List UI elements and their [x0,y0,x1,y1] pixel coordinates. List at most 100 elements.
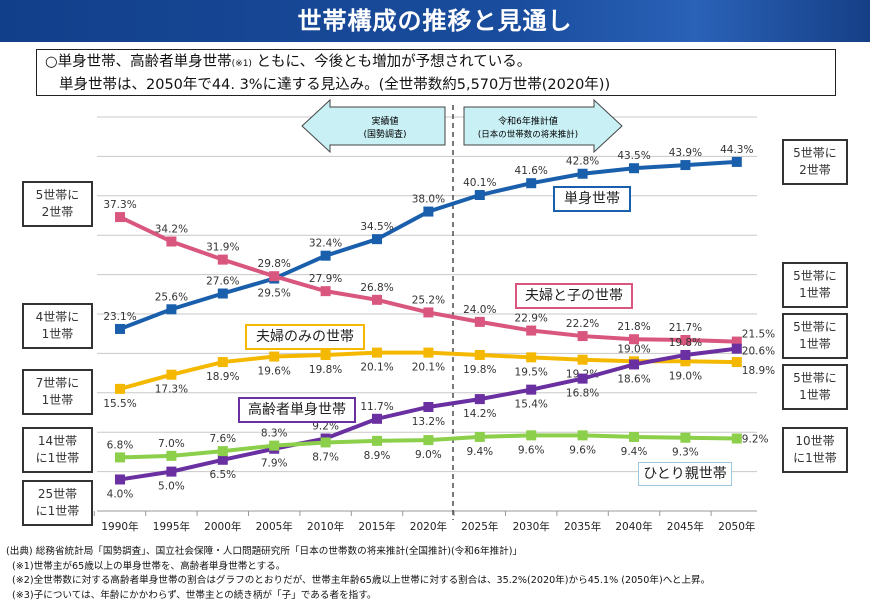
x-tick-label: 2035年 [564,520,601,533]
data-label: 27.9% [309,273,342,285]
data-point [629,356,639,367]
left-callout-couple-children: 5世帯に 2世帯 [22,181,93,227]
page-title: 世帯構成の推移と見通し [297,7,573,35]
data-label: 19.2% [566,369,599,381]
series-label-single: 単身世帯 [553,186,631,212]
data-point [680,349,691,360]
data-point [526,325,537,336]
data-label: 7.9% [261,458,288,470]
projection-arrow: 令和6年推計値 (日本の世帯数の将来推計) [463,98,623,154]
data-point [372,294,382,305]
data-point [680,335,691,346]
left-callout-single: 4世帯に 1世帯 [22,303,93,349]
data-label: 13.2% [412,416,445,428]
x-tick-label: 2000年 [204,520,241,533]
data-point [217,254,228,265]
data-label: 7.6% [209,433,236,445]
data-point [269,271,280,282]
x-tick-label: 2010年 [307,520,344,533]
series-line [119,350,737,391]
data-point [680,160,691,171]
series-label-couple-only: 夫婦のみの世帯 [245,324,365,350]
data-point [166,450,177,461]
data-point [115,383,125,394]
data-label: 9.2% [742,434,769,446]
right-callout-elderly-single: 5世帯に 1世帯 [782,313,848,359]
data-label: 34.5% [360,221,393,233]
x-tick-label: 2005年 [256,520,293,533]
data-label: 40.1% [463,177,496,189]
x-tick-label: 2045年 [667,520,704,533]
data-point [577,373,588,384]
data-point [423,347,434,358]
note-3: (※3)子については、年齢にかかわらず、世帯主との続き柄が「子」である者を指す。 [12,589,377,601]
note-1: (※1)世帯主が65歳以上の単身世帯を、高齢者単身世帯とする。 [12,560,286,572]
data-label: 22.9% [515,313,548,325]
data-point [731,357,742,368]
data-label: 6.5% [209,469,236,481]
x-tick-label: 2020年 [410,520,447,533]
series-line [119,346,738,482]
data-point [166,466,177,477]
data-point [372,347,382,358]
right-callout-couple-children: 5世帯に 1世帯 [782,262,848,308]
data-point [320,437,331,448]
data-point [217,288,228,299]
data-label: 29.5% [258,288,291,300]
data-point [577,168,588,179]
data-point [526,384,537,395]
data-label: 9.0% [415,449,442,461]
data-point [423,307,434,318]
data-label: 9.6% [518,444,545,456]
series-1: 37.3% 34.2% 31.9% 29.8% 27.9% 26.8% 25.2% 24.0%… [103,199,775,347]
data-label: 21.5% [742,329,775,341]
data-label: 5.0% [158,481,185,493]
data-point [115,323,125,334]
data-point [731,336,742,347]
data-point [680,356,691,367]
data-point [269,440,280,451]
data-point [474,431,485,442]
data-point [577,331,588,342]
data-label: 15.5% [103,398,136,410]
projection-arrow-line1: 令和6年推計値 [498,115,558,127]
footnotes: (出典) 総務省統計局「国勢調査」、国立社会保障・人口問題研究所「日本の世帯数の… [6,545,710,603]
data-point [269,351,280,362]
data-point [577,430,588,441]
data-label: 32.4% [309,238,342,250]
data-label: 18.9% [742,365,775,377]
data-point [320,349,331,360]
data-point [731,433,742,444]
note-2: (※2)全世帯数に対する高齢者単身世帯の割合はグラフのとおりだが、世帯主年齢65… [12,575,711,586]
data-label: 29.8% [258,258,291,270]
data-label: 8.9% [364,450,391,462]
data-point [372,234,382,245]
series-2: 15.5% 17.3% 18.9% 19.6% 19.8% 20.1% 20.1% 19.8%… [103,343,775,410]
data-point [526,430,537,441]
data-label: 43.9% [669,147,702,159]
data-label: 9.4% [621,446,648,458]
x-tick-label: 2040年 [615,520,652,533]
data-label: 17.3% [155,384,188,396]
data-label: 20.6% [742,346,775,358]
series-line [119,433,737,460]
x-tick-label: 2015年 [358,520,395,533]
data-point [269,443,280,454]
data-label: 19.8% [463,364,496,376]
data-label: 18.6% [617,373,650,385]
data-label: 19.0% [617,343,650,355]
data-point [629,334,639,345]
data-label: 41.6% [515,165,548,177]
data-label: 19.5% [515,366,548,378]
x-tick-label: 1990年 [101,520,138,533]
data-label: 8.3% [261,428,288,440]
data-label: 15.4% [515,399,548,411]
data-label: 7.0% [158,438,185,450]
data-point [320,250,331,261]
data-label: 14.2% [463,408,496,420]
data-point [474,394,485,405]
data-label: 34.2% [155,224,188,236]
data-label: 23.1% [103,311,136,323]
x-tick-label: 2050年 [718,520,755,533]
data-point [217,454,228,465]
